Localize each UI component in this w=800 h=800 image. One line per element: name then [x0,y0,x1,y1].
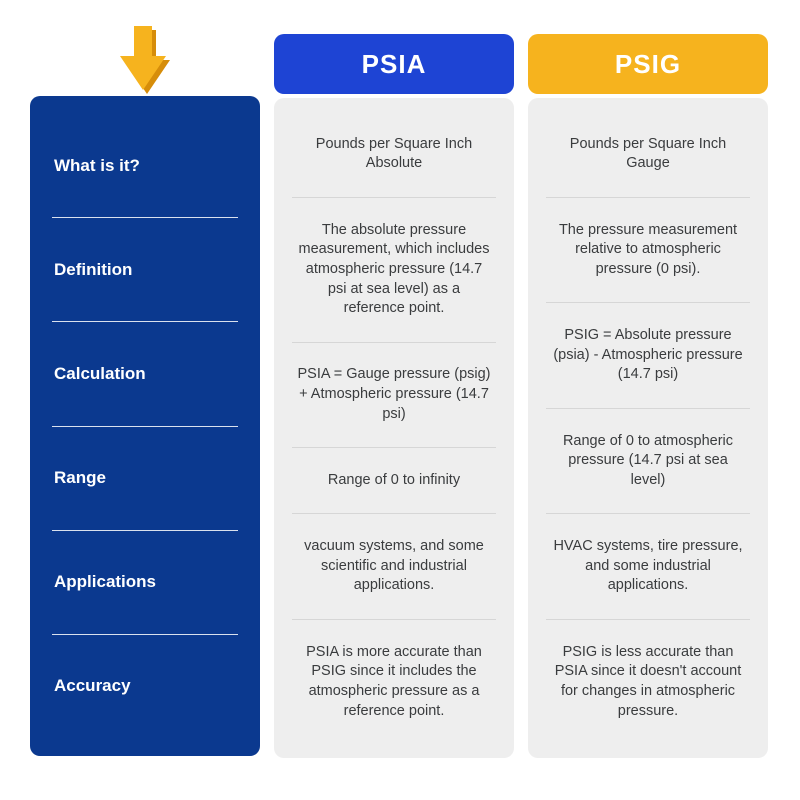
labels-column: What is it? Definition Calculation Range… [30,96,260,756]
psig-cell: PSIG is less accurate than PSIA since it… [546,619,750,744]
down-arrow-icon [116,26,174,98]
psig-header-text: PSIG [615,49,681,80]
psia-header-text: PSIA [362,49,427,80]
row-label: What is it? [52,114,238,217]
psig-header: PSIG [528,34,768,94]
psia-cell: vacuum systems, and some scientific and … [292,513,496,619]
psig-cell: Range of 0 to atmospheric pressure (14.7… [546,408,750,514]
psia-cell: PSIA = Gauge pressure (psig) + Atmospher… [292,342,496,448]
psia-cell: The absolute pressure measurement, which… [292,197,496,342]
psia-column: Pounds per Square Inch Absolute The abso… [274,98,514,758]
psia-cell: PSIA is more accurate than PSIG since it… [292,619,496,744]
psig-cell: The pressure measurement relative to atm… [546,197,750,303]
psig-cell: PSIG = Absolute pressure (psia) - Atmosp… [546,302,750,408]
psia-cell: Range of 0 to infinity [292,447,496,513]
arrow-cell [30,20,260,98]
psig-cell: HVAC systems, tire pressure, and some in… [546,513,750,619]
psig-column: Pounds per Square Inch Gauge The pressur… [528,98,768,758]
row-label: Range [52,426,238,530]
comparison-grid: PSIA PSIG What is it? Definition Calcula… [30,20,770,758]
arrow-front [120,26,166,90]
psig-cell: Pounds per Square Inch Gauge [546,112,750,197]
row-label: Applications [52,530,238,634]
row-label: Calculation [52,321,238,425]
psia-header: PSIA [274,34,514,94]
psia-cell: Pounds per Square Inch Absolute [292,112,496,197]
row-label: Accuracy [52,634,238,738]
row-label: Definition [52,217,238,321]
